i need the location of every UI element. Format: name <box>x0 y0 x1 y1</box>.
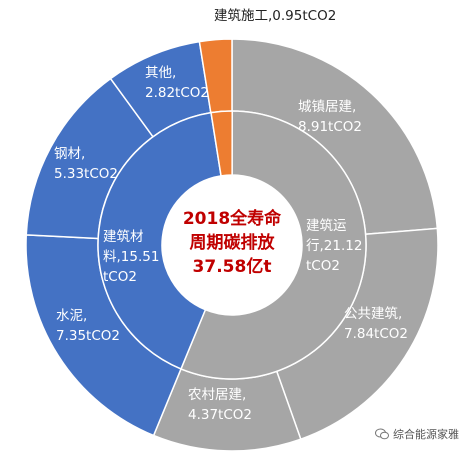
outer-label-4: 钢材, 5.33tCO2 <box>54 146 118 182</box>
outer-label-5: 其他, 2.82tCO2 <box>145 65 209 101</box>
inner-label-0: 建筑运行,21.12 tCO2 <box>306 218 362 274</box>
inner-label-1: 建筑材料,15.51 tCO2 <box>103 229 159 285</box>
wechat-icon <box>375 428 389 440</box>
outer-label-2: 农村居建, 4.37tCO2 <box>188 387 252 423</box>
outer-label-0: 城镇居建, 8.91tCO2 <box>298 99 362 135</box>
center-label: 2018全寿命周期碳排放 37.58亿t <box>183 208 282 277</box>
outer-label-3: 水泥, 7.35tCO2 <box>56 308 120 344</box>
outer-label-1: 公共建筑, 7.84tCO2 <box>344 306 408 342</box>
watermark: 综合能源家雅 <box>375 426 459 442</box>
watermark-text: 综合能源家雅 <box>393 428 459 441</box>
outer-label-6: 建筑施工,0.95tCO2 <box>214 8 336 24</box>
center-hole <box>162 175 302 315</box>
